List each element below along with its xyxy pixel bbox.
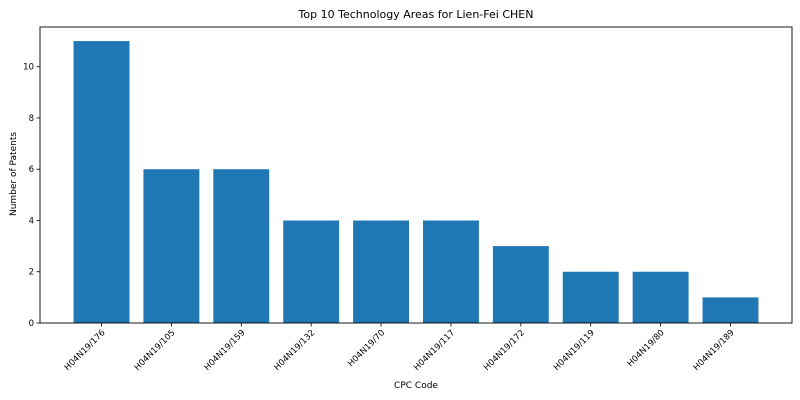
x-tick-label: H04N19/80 [626, 328, 667, 369]
x-tick-label: H04N19/117 [412, 328, 457, 373]
bar-h04n19-80 [633, 272, 689, 323]
y-tick-label: 4 [29, 216, 34, 226]
plot-area: 0 2 4 6 8 10 H04N19/176 H04N19/105 H04N19/159 H04… [23, 27, 792, 373]
bar-h04n19-189 [703, 297, 759, 323]
x-tick-label: H04N19/176 [63, 328, 108, 373]
bar-h04n19-119 [563, 272, 619, 323]
bar-h04n19-70 [353, 220, 409, 323]
y-tick-label: 10 [23, 63, 34, 73]
y-tick-label: 6 [29, 165, 34, 175]
x-tick-label: H04N19/119 [552, 328, 597, 373]
x-tick-label: H04N19/159 [203, 328, 248, 373]
bar-h04n19-172 [493, 246, 549, 323]
x-tick-label: H04N19/172 [482, 328, 527, 373]
bar-h04n19-105 [143, 169, 199, 323]
chart-title: Top 10 Technology Areas for Lien-Fei CHE… [298, 8, 534, 21]
y-axis-label: Number of Patents [9, 132, 19, 216]
y-tick-label: 8 [29, 114, 34, 124]
x-axis-label: CPC Code [394, 381, 438, 391]
x-tick-label: H04N19/105 [133, 328, 178, 373]
x-tick-label: H04N19/70 [346, 328, 387, 369]
bar-h04n19-176 [74, 41, 130, 323]
y-tick-label: 0 [29, 319, 34, 329]
bar-h04n19-159 [213, 169, 269, 323]
x-tick-label: H04N19/189 [692, 328, 737, 373]
bar-h04n19-117 [423, 220, 479, 323]
x-tick-label: H04N19/132 [272, 328, 317, 373]
y-tick-label: 2 [29, 268, 34, 278]
bar-h04n19-132 [283, 220, 339, 323]
